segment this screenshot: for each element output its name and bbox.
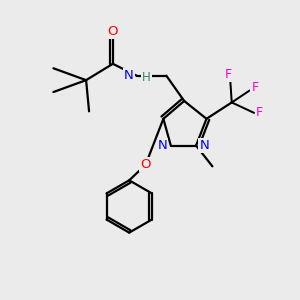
Text: N: N xyxy=(158,139,167,152)
Text: F: F xyxy=(256,106,263,119)
Text: F: F xyxy=(225,68,232,81)
Text: F: F xyxy=(251,81,259,94)
Text: N: N xyxy=(200,139,209,152)
Text: N: N xyxy=(124,69,134,82)
Text: O: O xyxy=(140,158,151,171)
Text: H: H xyxy=(142,71,151,84)
Text: O: O xyxy=(108,25,118,38)
